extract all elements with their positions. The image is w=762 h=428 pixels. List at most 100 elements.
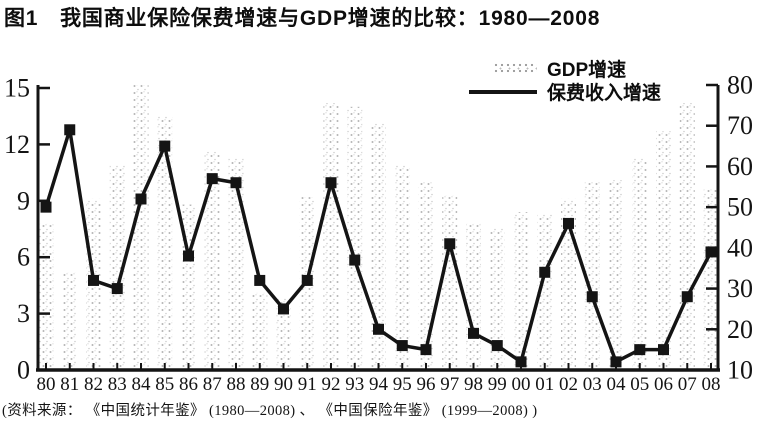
x-axis-year-label: 81 bbox=[60, 374, 79, 395]
right-axis-tick-label: 20 bbox=[727, 315, 753, 344]
premium-data-point-marker bbox=[681, 291, 693, 303]
x-axis-year-label: 89 bbox=[250, 374, 269, 395]
premium-data-point-marker bbox=[396, 340, 408, 352]
gdp-growth-bar bbox=[537, 213, 553, 370]
gdp-growth-bar bbox=[62, 272, 78, 370]
legend-item-premium: 保费收入增速 bbox=[469, 80, 662, 104]
gdp-growth-bar bbox=[347, 106, 363, 371]
premium-line-swatch-icon bbox=[469, 89, 537, 94]
premium-data-point-marker bbox=[634, 344, 646, 356]
premium-data-point-marker bbox=[111, 283, 123, 295]
gdp-growth-bar bbox=[394, 165, 410, 370]
premium-data-point-marker bbox=[468, 327, 479, 339]
x-axis-year-label: 06 bbox=[654, 374, 673, 395]
premium-data-point-marker bbox=[444, 238, 456, 250]
premium-data-point-marker bbox=[159, 140, 171, 152]
gdp-growth-bar bbox=[489, 227, 505, 370]
premium-data-point-marker bbox=[349, 254, 361, 266]
gdp-growth-bar bbox=[323, 103, 339, 370]
x-axis-year-label: 84 bbox=[132, 374, 152, 395]
premium-data-point-marker bbox=[40, 201, 52, 213]
x-axis-year-label: 03 bbox=[583, 374, 602, 395]
premium-data-point-marker bbox=[64, 124, 76, 136]
premium-data-point-marker bbox=[206, 173, 218, 185]
premium-data-point-marker bbox=[373, 323, 384, 335]
x-axis-year-label: 04 bbox=[607, 374, 627, 395]
gdp-growth-bar bbox=[157, 116, 173, 370]
premium-data-point-marker bbox=[88, 274, 99, 286]
x-axis-year-label: 96 bbox=[417, 374, 436, 395]
x-axis-year-label: 00 bbox=[512, 374, 531, 395]
right-axis-tick-label: 50 bbox=[727, 193, 753, 222]
x-axis-year-label: 95 bbox=[393, 374, 412, 395]
gdp-bar-swatch-icon bbox=[493, 62, 537, 75]
x-axis-year-label: 83 bbox=[108, 374, 127, 395]
gdp-growth-bar bbox=[38, 223, 54, 370]
figure-title: 图1 我国商业保险保费增速与GDP增速的比较：1980—2008 bbox=[4, 7, 601, 30]
source-note: (资料来源： 《中国统计年鉴》 (1980—2008) 、 《中国保险年鉴》 (… bbox=[2, 403, 538, 419]
x-axis-year-label: 92 bbox=[322, 374, 341, 395]
x-axis-year-label: 07 bbox=[678, 374, 697, 395]
premium-data-point-marker bbox=[705, 246, 717, 258]
x-axis-year-label: 86 bbox=[179, 374, 198, 395]
left-axis-tick-label: 15 bbox=[4, 74, 30, 103]
gdp-growth-bar bbox=[204, 151, 220, 370]
gdp-growth-bar bbox=[632, 157, 648, 370]
x-axis-year-label: 88 bbox=[227, 374, 246, 395]
gdp-growth-bar bbox=[109, 165, 125, 370]
x-axis-year-label: 82 bbox=[84, 374, 103, 395]
gdp-growth-bar bbox=[418, 182, 434, 370]
x-axis-year-label: 85 bbox=[155, 374, 174, 395]
right-axis-tick-label: 60 bbox=[727, 152, 753, 181]
premium-data-point-marker bbox=[586, 291, 598, 303]
premium-data-point-marker bbox=[325, 177, 337, 189]
premium-data-point-marker bbox=[515, 356, 527, 368]
left-axis-tick-label: 3 bbox=[17, 299, 30, 328]
x-axis-year-label: 94 bbox=[369, 374, 389, 395]
left-axis-tick-label: 12 bbox=[4, 130, 30, 159]
gdp-growth-bar bbox=[656, 131, 671, 370]
gdp-growth-bar bbox=[133, 85, 149, 370]
gdp-growth-bar bbox=[228, 157, 244, 370]
left-axis-tick-label: 6 bbox=[17, 243, 30, 272]
chart-legend: GDP增速 保费收入增速 bbox=[469, 57, 662, 104]
premium-data-point-marker bbox=[420, 344, 432, 356]
legend-item-gdp: GDP增速 bbox=[469, 57, 661, 81]
right-axis-tick-label: 30 bbox=[727, 274, 753, 303]
left-axis-tick-label: 0 bbox=[17, 356, 30, 385]
x-axis-year-label: 01 bbox=[535, 374, 554, 395]
gdp-growth-bar bbox=[442, 195, 458, 370]
legend-gdp-label: GDP增速 bbox=[547, 60, 627, 81]
gdp-growth-bar bbox=[584, 182, 600, 370]
x-axis-year-label: 80 bbox=[37, 374, 56, 395]
premium-data-point-marker bbox=[278, 303, 289, 315]
x-axis-year-label: 05 bbox=[630, 374, 649, 395]
gdp-growth-bar bbox=[679, 103, 695, 370]
right-axis-tick-label: 80 bbox=[727, 71, 753, 100]
gdp-growth-bar bbox=[561, 198, 576, 370]
gdp-growth-bar bbox=[276, 298, 291, 370]
gdp-growth-bar bbox=[703, 189, 719, 370]
gdp-growth-bar bbox=[513, 212, 529, 370]
premium-data-point-marker bbox=[610, 356, 622, 368]
gdp-growth-bar bbox=[466, 223, 481, 370]
premium-data-point-marker bbox=[301, 274, 313, 286]
premium-data-point-marker bbox=[539, 266, 551, 278]
x-axis-year-label: 87 bbox=[203, 374, 222, 395]
right-axis-tick-label: 10 bbox=[727, 356, 753, 385]
right-axis-tick-label: 40 bbox=[727, 233, 753, 262]
premium-data-point-marker bbox=[658, 344, 669, 356]
premium-data-point-marker bbox=[254, 274, 266, 286]
gdp-growth-bar bbox=[371, 123, 386, 370]
left-axis-tick-label: 9 bbox=[17, 186, 30, 215]
x-axis-year-label: 08 bbox=[702, 374, 721, 395]
premium-data-point-marker bbox=[183, 250, 194, 262]
premium-data-point-marker bbox=[135, 193, 147, 205]
x-axis-year-label: 91 bbox=[298, 374, 317, 395]
legend-premium-label: 保费收入增速 bbox=[547, 83, 662, 104]
premium-data-point-marker bbox=[230, 177, 242, 189]
premium-data-point-marker bbox=[491, 340, 503, 352]
premium-data-point-marker bbox=[563, 217, 574, 229]
